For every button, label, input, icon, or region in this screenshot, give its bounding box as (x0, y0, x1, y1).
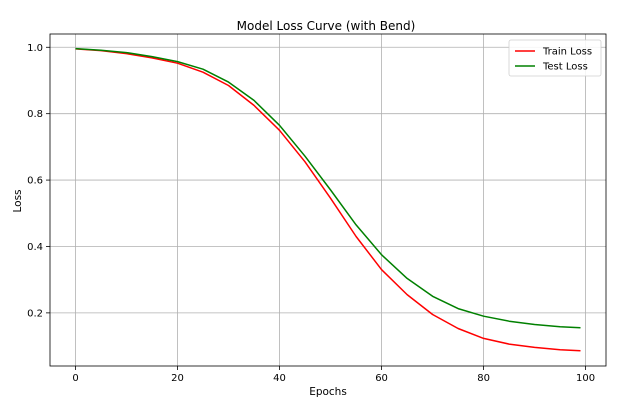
x-tick-label: 40 (273, 373, 286, 384)
series-line-train-loss (75, 48, 581, 352)
x-axis-label: Epochs (309, 386, 347, 398)
x-tick-label: 0 (72, 373, 78, 384)
legend-label: Train Loss (542, 47, 592, 58)
y-tick-label: 0.6 (27, 176, 43, 187)
y-tick-label: 1.0 (27, 43, 43, 54)
chart-title: Model Loss Curve (with Bend) (237, 19, 416, 33)
y-tick-label: 0.4 (27, 242, 43, 253)
series-line-test-loss (75, 47, 581, 329)
x-tick-label: 100 (576, 373, 595, 384)
legend: Train Loss Test Loss (508, 39, 602, 77)
x-tick-label: 80 (477, 373, 490, 384)
axis-ticks: 0 20 40 60 80 100 0.2 0.4 0.6 0.8 1.0 (27, 43, 595, 384)
y-tick-label: 0.2 (27, 308, 43, 319)
legend-label: Test Loss (542, 62, 588, 73)
x-tick-label: 60 (375, 373, 388, 384)
y-axis-label: Loss (12, 189, 24, 212)
grid-lines (50, 34, 606, 366)
plot-frame (49, 33, 607, 367)
x-tick-label: 20 (171, 373, 184, 384)
series-lines (75, 47, 581, 352)
legend-box (508, 39, 602, 77)
y-tick-label: 0.8 (27, 109, 43, 120)
